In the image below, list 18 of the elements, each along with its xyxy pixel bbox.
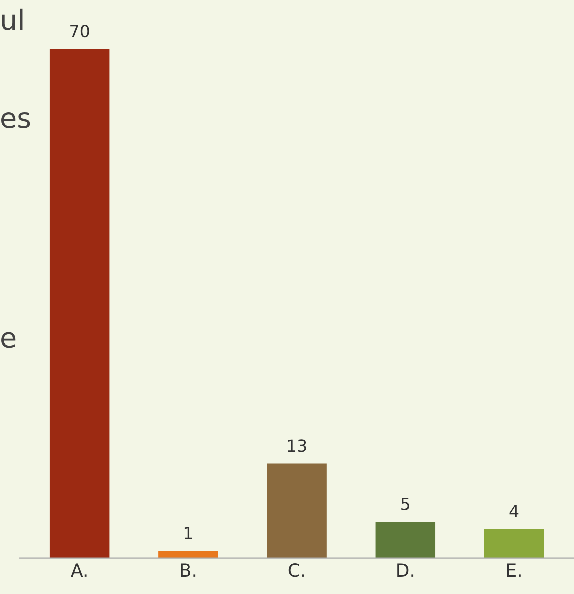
bar bbox=[376, 522, 436, 558]
x-tick-label: C. bbox=[288, 564, 304, 578]
text: ul bbox=[2, 8, 23, 30]
data-label: 4 bbox=[510, 505, 519, 518]
data-label: 1 bbox=[184, 527, 192, 540]
data-label: 70 bbox=[70, 25, 90, 38]
x-tick-label: D. bbox=[398, 564, 414, 577]
data-label: 5 bbox=[402, 498, 410, 510]
bar bbox=[158, 551, 218, 558]
x-tick-label: E. bbox=[507, 564, 521, 577]
bar bbox=[50, 49, 110, 558]
x-tick-label: B. bbox=[181, 564, 196, 577]
x-tick-label: A. bbox=[71, 564, 87, 577]
data-label: 13 bbox=[288, 440, 306, 452]
bar bbox=[267, 464, 327, 558]
annotation: es bbox=[2, 112, 30, 128]
text: e bbox=[2, 332, 16, 348]
bar bbox=[484, 529, 544, 558]
